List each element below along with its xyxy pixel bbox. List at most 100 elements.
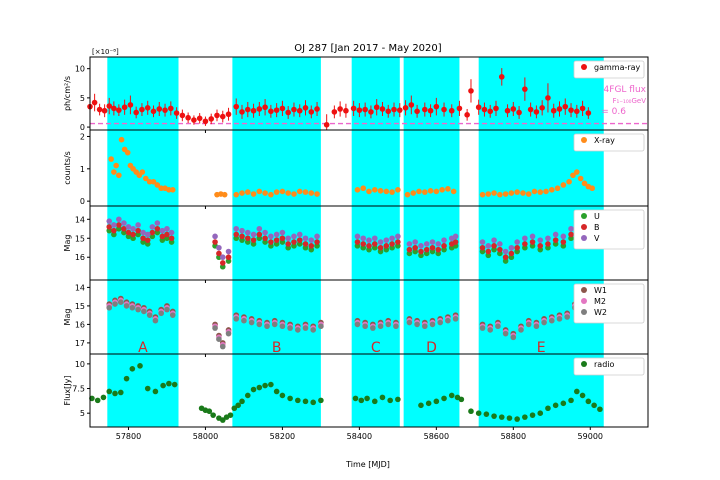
data-point xyxy=(268,239,274,245)
data-point xyxy=(139,106,145,113)
data-point xyxy=(124,149,131,156)
series-gamma-ray xyxy=(87,68,592,130)
period-label-D: D xyxy=(426,340,437,356)
data-point xyxy=(143,175,149,182)
data-point xyxy=(545,241,551,247)
data-point xyxy=(371,187,378,193)
y-tick-label: 2 xyxy=(80,132,85,141)
data-point xyxy=(525,321,532,328)
data-point xyxy=(497,246,503,253)
data-point xyxy=(308,109,315,115)
data-point xyxy=(196,115,203,122)
data-point xyxy=(527,106,534,113)
data-point xyxy=(302,235,309,242)
data-point xyxy=(429,239,436,245)
data-point xyxy=(231,405,238,412)
legend: X-ray xyxy=(573,133,645,152)
data-point xyxy=(483,411,490,417)
data-point xyxy=(433,188,440,195)
data-point xyxy=(202,118,209,125)
data-point xyxy=(487,108,494,115)
data-point xyxy=(127,102,134,108)
data-point xyxy=(149,229,156,236)
data-point xyxy=(302,105,309,111)
data-point xyxy=(291,106,297,113)
data-point xyxy=(113,162,119,169)
data-point xyxy=(441,237,447,243)
data-point xyxy=(158,310,164,317)
data-point xyxy=(140,235,146,242)
period-band-C xyxy=(351,354,400,427)
data-point xyxy=(366,237,372,243)
data-point xyxy=(318,397,324,404)
data-point xyxy=(429,321,436,328)
y-tick-label: 15 xyxy=(75,302,85,311)
data-point xyxy=(560,400,567,407)
data-point xyxy=(233,316,240,322)
data-point xyxy=(314,106,320,112)
data-point xyxy=(387,397,393,404)
data-point xyxy=(383,237,390,243)
data-point xyxy=(408,102,415,108)
data-point xyxy=(216,244,222,251)
data-point xyxy=(354,233,361,240)
period-band-C xyxy=(351,280,400,354)
legend-entry: U xyxy=(594,212,600,221)
data-point xyxy=(589,185,595,192)
data-point xyxy=(545,405,551,412)
data-point xyxy=(410,190,417,196)
data-point xyxy=(112,301,118,307)
data-point xyxy=(422,323,428,330)
series-radio xyxy=(89,363,603,423)
data-point xyxy=(522,235,528,242)
data-point xyxy=(225,330,232,337)
data-point xyxy=(146,312,153,318)
data-point xyxy=(154,225,161,232)
data-point xyxy=(560,239,567,245)
data-point xyxy=(566,178,572,185)
data-point xyxy=(412,239,418,245)
data-point xyxy=(448,392,455,399)
data-point xyxy=(227,412,234,418)
data-point xyxy=(268,191,274,198)
data-point xyxy=(262,382,268,389)
data-point xyxy=(239,190,245,196)
data-point xyxy=(111,222,117,228)
data-point xyxy=(94,397,101,404)
data-point xyxy=(250,386,257,393)
data-point xyxy=(216,336,222,343)
y-tick-label: 1 xyxy=(80,165,85,174)
data-point xyxy=(121,225,127,232)
period-label-B: B xyxy=(272,340,282,356)
data-point xyxy=(371,241,378,247)
data-point xyxy=(225,248,232,255)
data-point xyxy=(354,187,361,193)
data-point xyxy=(262,190,268,196)
data-point xyxy=(273,107,280,113)
data-point xyxy=(268,381,274,388)
data-point xyxy=(296,237,303,243)
data-point xyxy=(308,243,315,249)
data-point xyxy=(244,189,251,195)
data-point xyxy=(149,224,156,230)
x-axis-label: Time [MJD] xyxy=(345,460,390,469)
data-point xyxy=(552,402,559,409)
data-point xyxy=(285,235,291,242)
data-point xyxy=(448,107,455,114)
data-point xyxy=(456,105,463,112)
data-point xyxy=(479,239,486,245)
data-point xyxy=(239,233,245,240)
data-point xyxy=(314,191,320,197)
data-point xyxy=(362,323,368,330)
data-point xyxy=(100,394,107,401)
data-point xyxy=(552,237,559,243)
data-point xyxy=(244,229,251,236)
data-point xyxy=(423,241,430,247)
data-point xyxy=(156,106,163,112)
data-point xyxy=(422,189,428,195)
data-point xyxy=(579,105,586,112)
data-point xyxy=(423,246,430,253)
y-tick-label: 5 xyxy=(80,94,85,103)
data-point xyxy=(379,394,386,401)
